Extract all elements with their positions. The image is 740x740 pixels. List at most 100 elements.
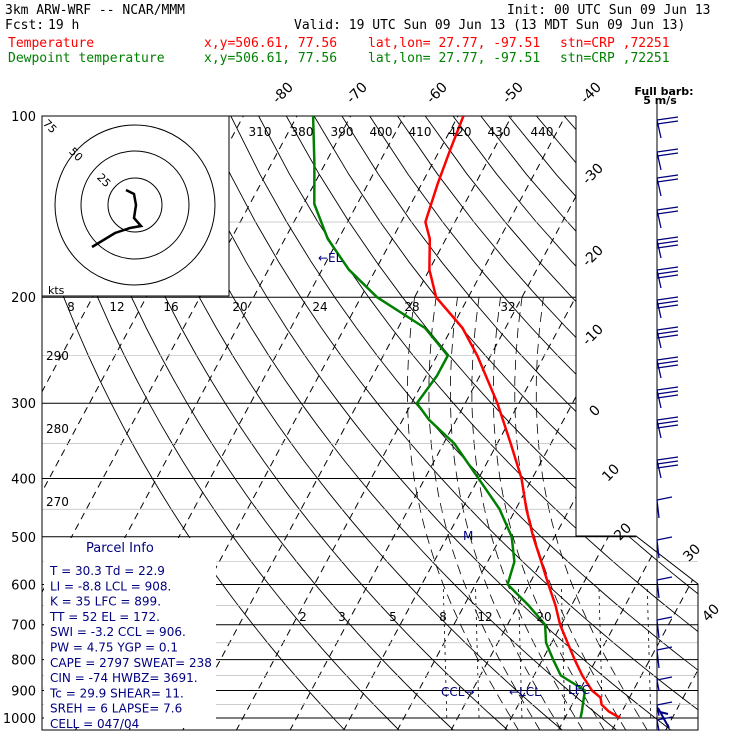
isotherm-line: [503, 116, 698, 730]
pressure-tick-label: 700: [11, 619, 36, 634]
lfc-label: LFC: [568, 683, 590, 697]
wind-barb: [656, 499, 660, 519]
wind-barb-flag: [656, 460, 679, 465]
dry-adiabat: [119, 116, 564, 730]
theta-label: 440: [531, 125, 554, 139]
isotherm-label: -50: [499, 79, 526, 106]
wind-barb: [656, 299, 662, 319]
wind-barb-flag: [656, 270, 679, 275]
lcl-label: ←LCL: [509, 685, 541, 699]
dry-adiabat: [285, 116, 698, 730]
moist-adiabat: [535, 297, 648, 730]
mixing-ratio-line: [475, 584, 480, 719]
isotherm-line: [42, 116, 352, 730]
parcel-row: CIN = -74 HWBZ= 3691.: [50, 671, 198, 685]
isotherm-line: [719, 116, 740, 731]
wind-barb: [656, 419, 662, 439]
valid-time: Valid: 19 UTC Sun 09 Jun 13 (13 MDT Sun …: [294, 18, 686, 33]
moist-adiabat: [514, 297, 627, 730]
wind-barb-flag: [656, 296, 679, 301]
wind-barb-flag: [656, 394, 679, 399]
isotherm-label: 0: [586, 402, 604, 420]
wind-barb-flag: [656, 701, 673, 706]
wind-barb-flag: [656, 576, 673, 581]
dry-adiabat: [508, 116, 698, 730]
moist-adiabat: [449, 297, 563, 730]
dry-adiabat: [341, 116, 698, 730]
pressure-tick-label: 1000: [3, 712, 36, 727]
wind-barb-flag: [656, 178, 679, 183]
isotherm-line: [664, 116, 698, 730]
isotherm-line: [235, 116, 566, 730]
isotherm-label: 40: [699, 601, 723, 625]
isotherm-label: -30: [579, 160, 606, 187]
dry-adiabat: [452, 116, 698, 730]
mixing-ratio-line: [517, 584, 523, 719]
wind-barb: [656, 269, 662, 289]
wind-barb: [656, 679, 660, 691]
pressure-tick-label: 100: [11, 110, 36, 125]
wind-barb-flag: [656, 356, 679, 361]
wind-barb: [656, 151, 662, 171]
wind-barb-flag: [656, 236, 679, 241]
parcel-row: Tc = 29.9 SHEAR= 11.: [49, 686, 184, 700]
pressure-tick-label: 900: [11, 684, 36, 699]
isotherm-line: [42, 116, 298, 730]
moist-adiabat: [492, 297, 606, 730]
wind-barb: [656, 539, 660, 559]
wind-barb-flag: [656, 390, 679, 395]
isotherm-label: -80: [269, 79, 296, 106]
speed-scale-label: 16: [163, 300, 178, 314]
parcel-row: T = 30.3 Td = 22.9: [49, 564, 165, 578]
theta-label: 420: [449, 125, 472, 139]
dry-adiabat: [230, 116, 698, 730]
wind-barb-flag: [656, 206, 679, 211]
temperature-line: [424, 116, 621, 720]
parcel-row: LI = -8.8 LCL = 908.: [50, 579, 171, 593]
wind-barb-flag: [656, 360, 679, 365]
wind-barb: [659, 711, 669, 715]
side-theta-label: 270: [46, 495, 69, 509]
theta-label: 430: [488, 125, 511, 139]
forecast-hour: 19 h: [48, 18, 80, 33]
dry-adiabat: [174, 116, 673, 730]
wind-barb-flag: [656, 304, 679, 309]
parcel-row: TT = 52 EL = 172.: [49, 610, 160, 624]
wind-barb-flag: [656, 420, 679, 425]
speed-scale-label: 20: [232, 300, 247, 314]
parcel-row: CAPE = 2797 SWEAT= 238: [50, 656, 212, 670]
dry-adiabat: [202, 116, 698, 730]
pressure-tick-label: 500: [11, 531, 36, 546]
isotherm-label: 10: [599, 461, 623, 485]
wind-barb-flag: [656, 424, 679, 429]
temperature-xy: x,y=506.61, 77.56: [204, 36, 338, 51]
mixing-ratio-label: 20: [536, 610, 551, 624]
pressure-tick-label: 800: [11, 654, 36, 669]
wind-barb-flag: [656, 326, 679, 331]
wind-barb-flag: [656, 120, 679, 125]
wind-barb-flag: [656, 616, 673, 621]
wind-barb-flag: [656, 334, 679, 339]
hodograph-ring: [54, 124, 216, 286]
mixing-ratio-line: [598, 584, 603, 719]
model-title: 3km ARW-WRF -- NCAR/MMM: [5, 3, 186, 18]
dewpoint-legend: Dewpoint temperature: [8, 51, 165, 66]
wind-barb: [656, 619, 660, 639]
temperature-legend: Temperature: [8, 36, 95, 51]
temperature-station: stn=CRP ,72251: [560, 36, 670, 51]
isotherm-label: -40: [577, 79, 604, 106]
mixing-ratio-label: 2: [299, 610, 307, 624]
theta-label: 410: [409, 125, 432, 139]
moist-adiabat: [407, 297, 520, 730]
wind-barb-flag: [656, 536, 673, 541]
dewpoint-station: stn=CRP ,72251: [560, 51, 670, 66]
theta-label: 400: [370, 125, 393, 139]
side-theta-label: 280: [46, 422, 69, 436]
isotherm-line: [128, 116, 459, 730]
wind-barb: [656, 704, 660, 716]
barb-title: Full barb:: [634, 85, 693, 98]
isotherm-line: [396, 116, 698, 730]
isotherm-line: [181, 116, 513, 730]
isotherm-label: -70: [343, 79, 370, 106]
wind-barb-flag: [656, 274, 679, 279]
